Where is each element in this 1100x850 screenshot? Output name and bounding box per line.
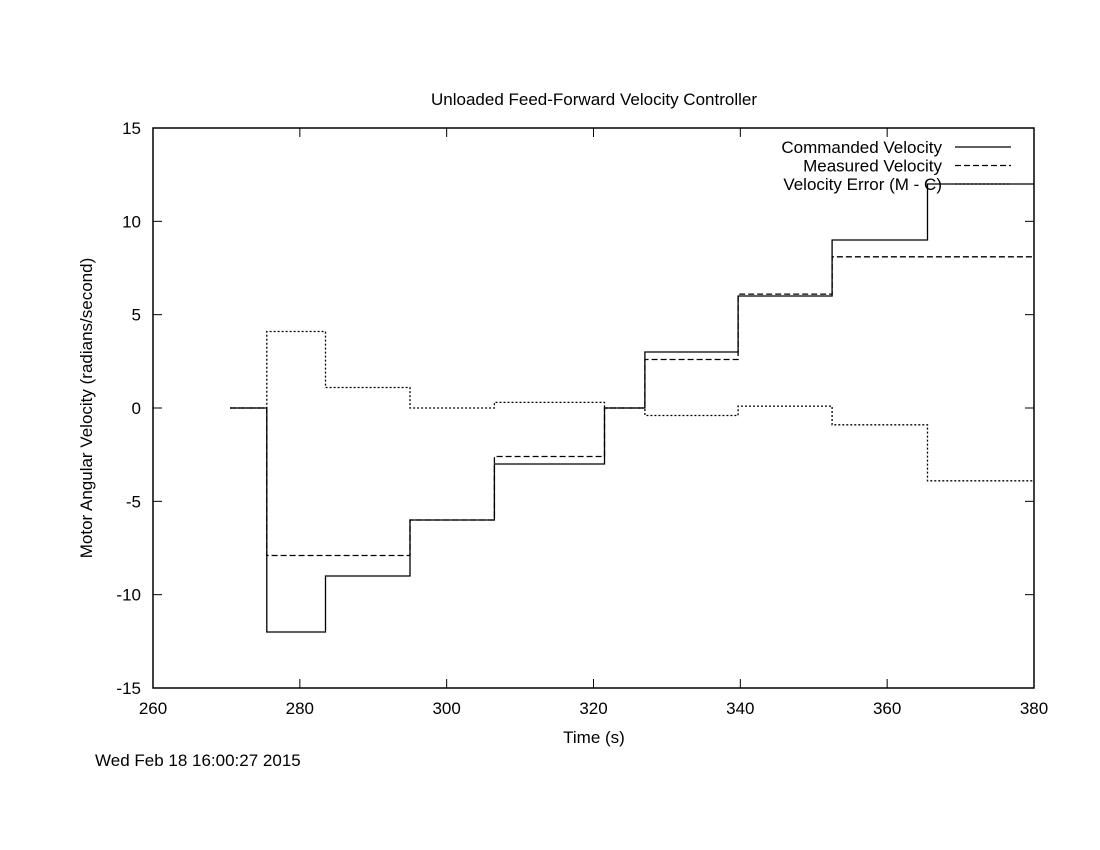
y-tick-label: 15 <box>122 119 141 138</box>
y-tick-label: -5 <box>126 492 141 511</box>
series-line-2 <box>230 256 1034 557</box>
series-line-3 <box>230 330 1034 482</box>
y-tick-label: 0 <box>132 399 141 418</box>
x-tick-label: 320 <box>579 699 607 718</box>
x-tick-label: 340 <box>726 699 754 718</box>
y-tick-label: -15 <box>116 679 141 698</box>
x-tick-label: 380 <box>1020 699 1048 718</box>
x-tick-label: 260 <box>139 699 167 718</box>
x-tick-label: 300 <box>432 699 460 718</box>
x-tick-label: 360 <box>873 699 901 718</box>
x-tick-label: 280 <box>286 699 314 718</box>
y-tick-label: 5 <box>132 306 141 325</box>
legend-label: Velocity Error (M - C) <box>783 175 942 194</box>
x-axis-label: Time (s) <box>563 728 625 747</box>
plot-area <box>230 183 1034 633</box>
timestamp: Wed Feb 18 16:00:27 2015 <box>95 751 301 770</box>
legend-label: Measured Velocity <box>803 157 942 176</box>
y-axis-label: Motor Angular Velocity (radians/second) <box>77 258 96 559</box>
axis-ticks: 260 280 300 320 340 360 380 -15 -10 -5 0 5 10 15 <box>116 119 1048 718</box>
legend-label: Commanded Velocity <box>781 138 942 157</box>
y-tick-label: -10 <box>116 586 141 605</box>
plot-frame <box>152 127 1035 689</box>
y-tick-label: 10 <box>122 212 141 231</box>
chart-title: Unloaded Feed-Forward Velocity Controlle… <box>431 90 757 109</box>
